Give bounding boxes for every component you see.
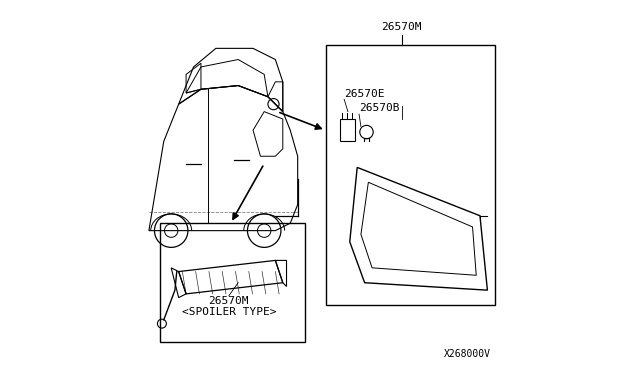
Text: 26570M: 26570M	[381, 22, 422, 32]
Text: 26570B: 26570B	[359, 103, 399, 113]
Text: X268000V: X268000V	[444, 349, 491, 359]
Bar	[340, 119, 355, 141]
Text: <SPOILER TYPE>: <SPOILER TYPE>	[182, 307, 276, 317]
Bar	[160, 223, 305, 342]
Text: 26570E: 26570E	[344, 89, 385, 99]
Text: 26570M: 26570M	[209, 296, 249, 306]
Bar	[326, 45, 495, 305]
